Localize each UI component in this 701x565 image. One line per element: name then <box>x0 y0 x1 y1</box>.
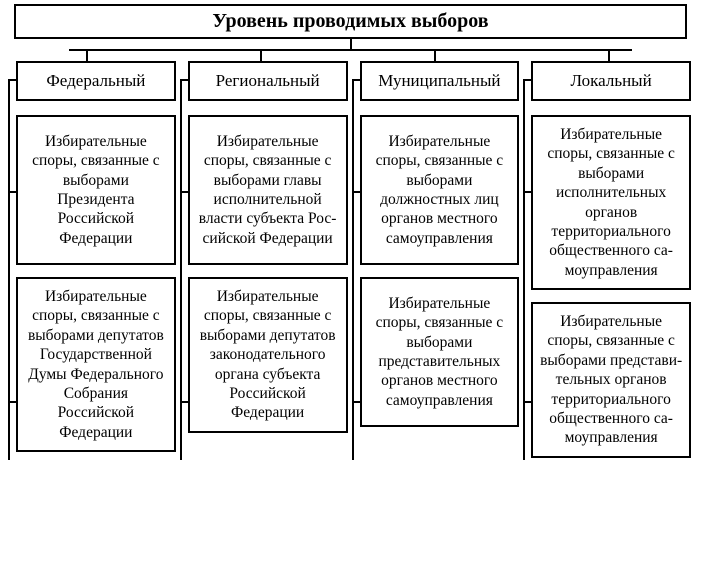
tick <box>352 191 360 193</box>
detail-box: Избиратель­ные споры, связанные с выбора… <box>360 277 520 427</box>
root-title-box: Уровень проводимых выборов <box>14 4 687 39</box>
detail-box: Избиратель­ные споры, связанные с выбора… <box>531 302 691 458</box>
tick <box>352 401 360 403</box>
detail-text: Избиратель­ные споры, связанные с выбора… <box>368 132 512 248</box>
connector-drop-3 <box>434 49 436 61</box>
connector-drop-1 <box>86 49 88 61</box>
tick <box>523 191 531 193</box>
detail-box: Избиратель­ные споры, связанные с выбора… <box>360 115 520 265</box>
tick <box>8 191 16 193</box>
connector-horizontal <box>69 49 632 51</box>
level-label: Муниципальный <box>378 71 500 90</box>
detail-text: Избиратель­ные споры, связанные с выбора… <box>24 132 168 248</box>
level-box-local: Локальный <box>531 61 691 101</box>
detail-text: Избиратель­ные споры, связанные с выбора… <box>24 287 168 442</box>
detail-text: Избиратель­ные споры, связанные с выбора… <box>539 125 683 280</box>
detail-text: Избиратель­ные споры, связанные с выбора… <box>539 312 683 448</box>
tick <box>8 401 16 403</box>
tick <box>180 191 188 193</box>
level-label: Федеральный <box>46 71 145 90</box>
detail-box: Избиратель­ные споры, связанные с выбора… <box>531 115 691 290</box>
level-label: Локальный <box>571 71 652 90</box>
tick <box>523 79 531 81</box>
column-regional: Региональный Избиратель­ные споры, связа… <box>182 61 348 470</box>
detail-box: Избиратель­ные споры, связанные с выбора… <box>188 277 348 433</box>
level-box-municipal: Муниципальный <box>360 61 520 101</box>
connector-row <box>14 39 687 61</box>
detail-text: Избиратель­ные споры, связанные с выбора… <box>368 294 512 410</box>
tick <box>8 79 16 81</box>
root-title-text: Уровень проводимых выборов <box>212 10 488 32</box>
detail-text: Избиратель­ные споры, связанные с выбора… <box>196 287 340 423</box>
level-box-federal: Федеральный <box>16 61 176 101</box>
tick <box>352 79 360 81</box>
detail-box: Избиратель­ные споры, связанные с выбора… <box>16 115 176 265</box>
detail-box: Избиратель­ные споры, связанные с выбора… <box>188 115 348 265</box>
connector-drop-2 <box>260 49 262 61</box>
level-box-regional: Региональный <box>188 61 348 101</box>
tick <box>180 79 188 81</box>
columns-container: Федеральный Избиратель­ные споры, связан… <box>4 61 697 470</box>
tick <box>180 401 188 403</box>
column-federal: Федеральный Избиратель­ные споры, связан… <box>10 61 176 470</box>
column-municipal: Муниципальный Избиратель­ные споры, связ… <box>354 61 520 470</box>
connector-drop-4 <box>608 49 610 61</box>
detail-text: Избиратель­ные споры, связанные с выбора… <box>196 132 340 248</box>
detail-box: Избиратель­ные споры, связанные с выбора… <box>16 277 176 452</box>
tick <box>523 401 531 403</box>
level-label: Региональный <box>216 71 320 90</box>
column-local: Локальный Избиратель­ные споры, связанны… <box>525 61 691 470</box>
connector-vertical-top <box>350 39 352 49</box>
